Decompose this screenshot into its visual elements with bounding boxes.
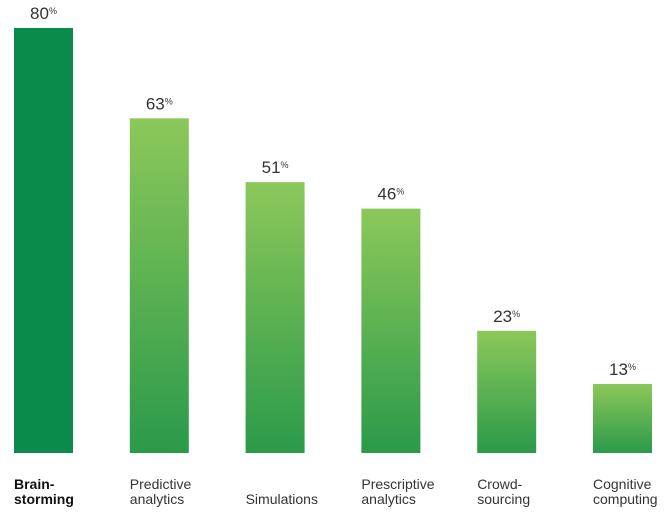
bar-4 <box>477 330 537 453</box>
value-label-5: 13% <box>609 360 636 379</box>
bar-1 <box>129 118 189 454</box>
bar-2 <box>245 182 305 453</box>
bars-layer <box>14 28 652 454</box>
bar-5 <box>593 383 652 453</box>
category-label-2: Simulations <box>246 491 318 507</box>
value-label-4: 23% <box>493 307 520 326</box>
category-label-3: Prescriptive analytics <box>361 476 434 507</box>
value-labels-layer: 80% 63% 51% 46% 23% 13% <box>30 4 636 379</box>
value-label-1: 63% <box>146 94 173 113</box>
value-label-0: 80% <box>30 4 57 23</box>
category-label-1: Predictive analytics <box>130 476 192 507</box>
value-label-3: 46% <box>377 185 404 204</box>
category-label-4: Crowd-sourcing <box>477 476 530 507</box>
bar-0 <box>14 28 73 453</box>
category-label-5: Cognitive computing <box>593 476 658 507</box>
value-label-2: 51% <box>262 158 289 177</box>
bar-3 <box>361 208 421 453</box>
category-label-0: Brain-storming <box>14 476 74 507</box>
category-labels-layer: Brain-storming Predictive analytics Simulat… <box>14 476 658 507</box>
